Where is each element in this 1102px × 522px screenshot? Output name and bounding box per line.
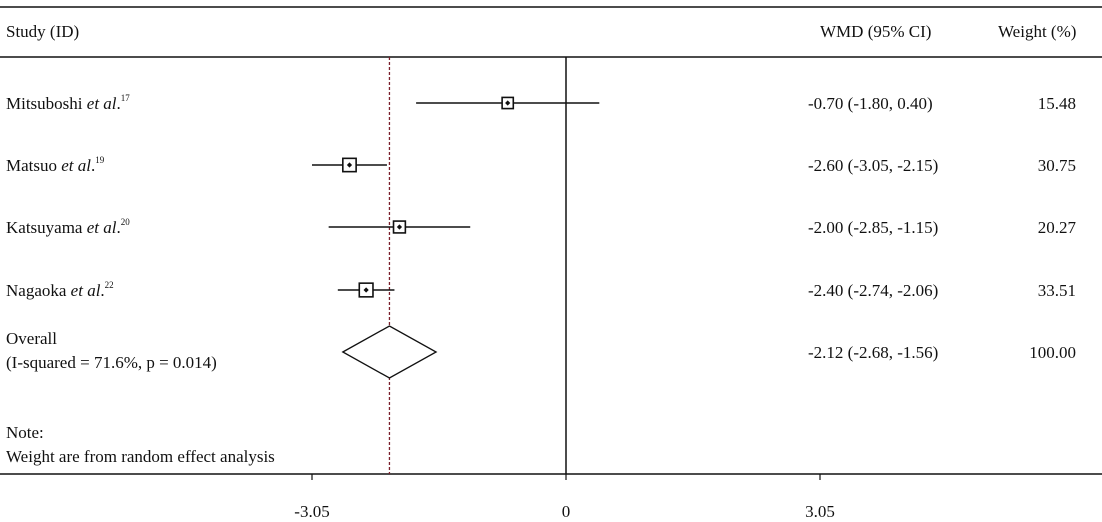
ci-text: -2.40 (-2.74, -2.06) bbox=[808, 281, 938, 300]
point-estimate bbox=[505, 100, 511, 106]
point-estimate bbox=[363, 287, 369, 293]
study-label: Matsuo et al.19 bbox=[6, 155, 105, 175]
overall-label: Overall bbox=[6, 329, 57, 348]
ci-text: -2.60 (-3.05, -2.15) bbox=[808, 156, 938, 175]
study-ref: 17 bbox=[121, 93, 131, 103]
ci-text: -0.70 (-1.80, 0.40) bbox=[808, 94, 933, 113]
study-etal-dot: . bbox=[91, 156, 95, 175]
note-text: Weight are from random effect analysis bbox=[6, 447, 275, 466]
x-tick-label: 0 bbox=[562, 502, 571, 521]
study-label: Nagaoka et al.22 bbox=[6, 280, 114, 300]
study-ref: 22 bbox=[105, 280, 114, 290]
x-tick-label: 3.05 bbox=[805, 502, 835, 521]
overall-weight-text: 100.00 bbox=[1029, 343, 1076, 362]
study-name: Nagaoka bbox=[6, 281, 71, 300]
overall-diamond bbox=[341, 325, 438, 379]
weight-text: 20.27 bbox=[1038, 218, 1077, 237]
study-rows: Mitsuboshi et al.17 -0.70 (-1.80, 0.40) 15… bbox=[6, 93, 1077, 300]
weight-text: 15.48 bbox=[1038, 94, 1076, 113]
study-etal-dot: . bbox=[100, 281, 104, 300]
overall-ci-text: -2.12 (-2.68, -1.56) bbox=[808, 343, 938, 362]
study-etal: et al bbox=[71, 281, 101, 300]
study-row: Mitsuboshi et al.17 -0.70 (-1.80, 0.40) 15… bbox=[6, 93, 1076, 113]
study-name: Matsuo bbox=[6, 156, 61, 175]
note-title: Note: bbox=[6, 423, 44, 442]
study-etal-dot: . bbox=[117, 94, 121, 113]
point-estimate bbox=[346, 162, 353, 168]
study-row: Nagaoka et al.22 -2.40 (-2.74, -2.06) 33.5… bbox=[6, 280, 1076, 300]
study-etal-dot: . bbox=[116, 218, 120, 237]
header-wmd: WMD (95% CI) bbox=[820, 22, 931, 41]
weight-text: 30.75 bbox=[1038, 156, 1076, 175]
study-label: Mitsuboshi et al.17 bbox=[6, 93, 130, 113]
x-axis-ticks: -3.05 0 3.05 bbox=[294, 474, 835, 521]
point-estimate bbox=[396, 224, 403, 230]
x-tick-label: -3.05 bbox=[294, 502, 329, 521]
header-study: Study (ID) bbox=[6, 22, 79, 41]
study-name: Mitsuboshi bbox=[6, 94, 87, 113]
study-row: Katsuyama et al.20 -2.00 (-2.85, -1.15) 20… bbox=[6, 217, 1077, 237]
study-etal: et al bbox=[61, 156, 91, 175]
study-etal: et al bbox=[87, 218, 117, 237]
header-weight: Weight (%) bbox=[998, 22, 1076, 41]
study-label: Katsuyama et al.20 bbox=[6, 217, 130, 237]
study-name: Katsuyama bbox=[6, 218, 87, 237]
weight-text: 33.51 bbox=[1038, 281, 1076, 300]
study-etal: et al bbox=[87, 94, 117, 113]
overall-heterogeneity: (I-squared = 71.6%, p = 0.014) bbox=[6, 353, 217, 372]
study-row: Matsuo et al.19 -2.60 (-3.05, -2.15) 30.75 bbox=[6, 155, 1076, 175]
study-ref: 20 bbox=[121, 217, 131, 227]
ci-text: -2.00 (-2.85, -1.15) bbox=[808, 218, 938, 237]
study-ref: 19 bbox=[95, 155, 105, 165]
